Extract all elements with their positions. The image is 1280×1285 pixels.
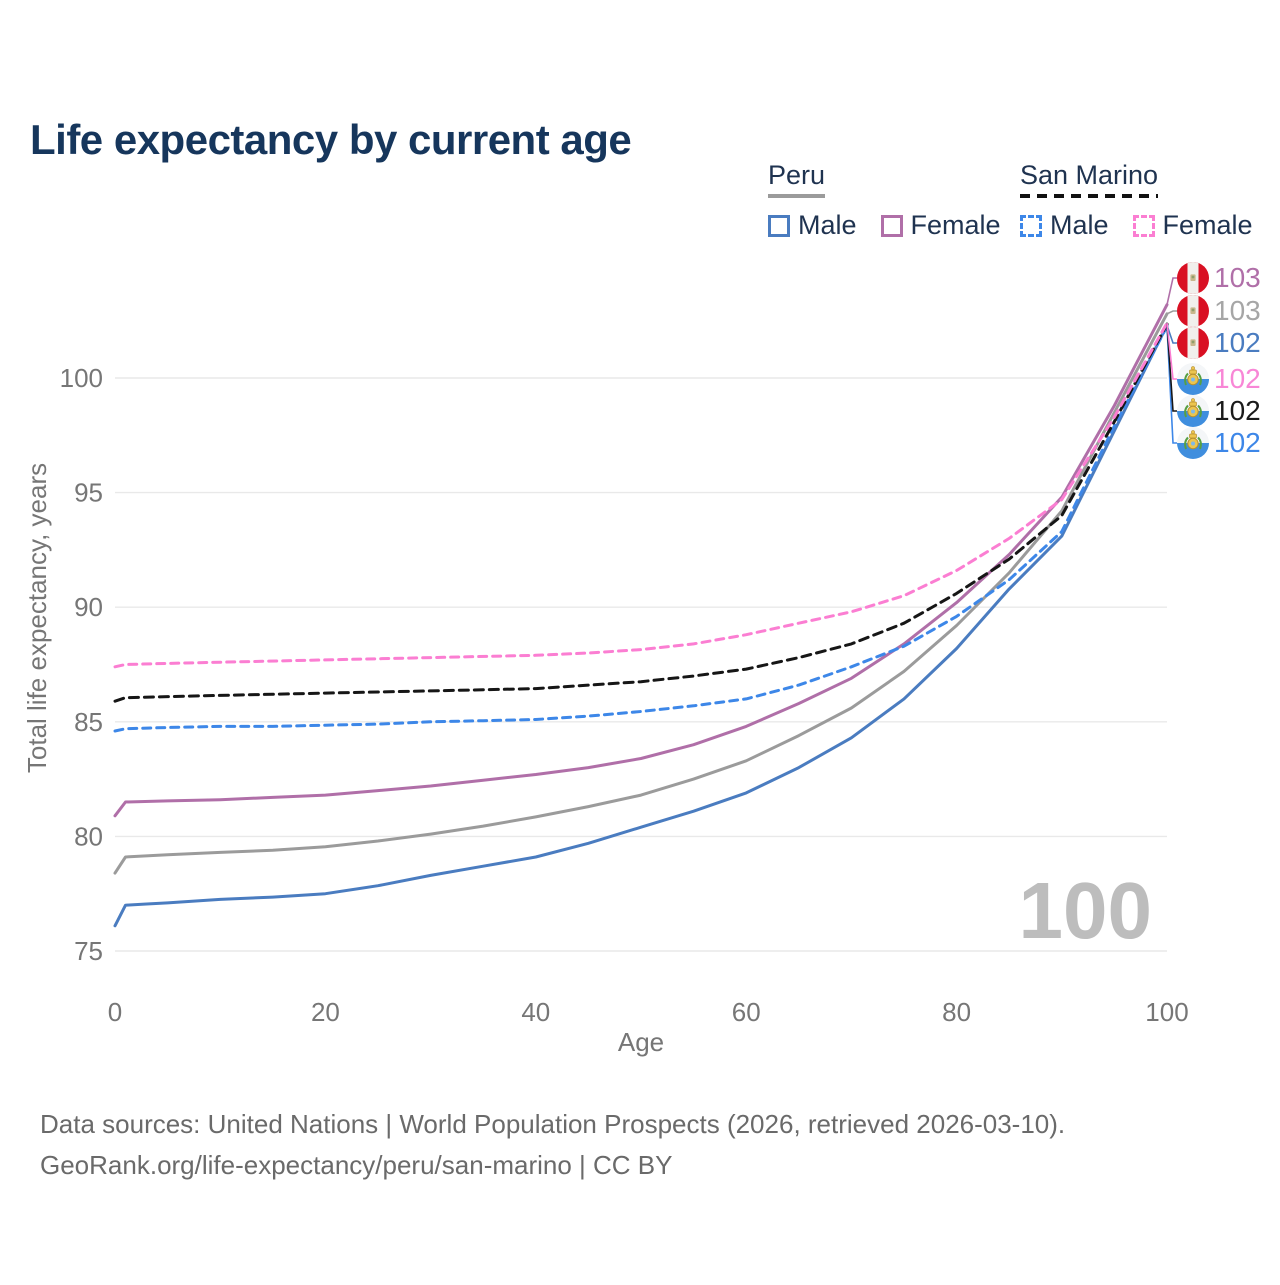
- flag-icon-san-marino[interactable]: [1177, 395, 1209, 427]
- series-line-san-marino-female[interactable]: [113, 321, 1169, 669]
- end-value-label-san-marino-total[interactable]: 102: [1214, 395, 1261, 426]
- series-line-peru-total[interactable]: [113, 312, 1169, 875]
- y-tick-label: 75: [74, 936, 103, 966]
- legend-item-peru-male[interactable]: Male: [768, 210, 857, 241]
- flag-icon-san-marino[interactable]: [1177, 363, 1209, 395]
- flag-emblem: [1191, 340, 1195, 344]
- x-tick-label: 20: [311, 997, 340, 1027]
- x-tick-label: 40: [521, 997, 550, 1027]
- series-line-san-marino-male[interactable]: [113, 324, 1169, 733]
- leader-line-san-marino-female: [1166, 322, 1177, 380]
- flag-emblem-wreath: [1184, 436, 1189, 450]
- data-sources-line: Data sources: United Nations | World Pop…: [40, 1109, 1066, 1139]
- legend-item-san-marino-male[interactable]: Male: [1020, 210, 1109, 241]
- x-axis-title: Age: [618, 1027, 664, 1057]
- legend-swatch-peru-male: [768, 214, 790, 237]
- legend-country-san-marino[interactable]: San Marino: [1020, 160, 1159, 198]
- y-tick-label: 100: [60, 363, 103, 393]
- flag-icon-san-marino[interactable]: [1177, 427, 1209, 459]
- end-value-label-peru-male[interactable]: 102: [1214, 327, 1261, 358]
- flag-emblem-center: [1191, 441, 1195, 446]
- flag-emblem-crown: [1189, 401, 1197, 407]
- legend-swatch-peru-female: [880, 214, 903, 237]
- legend-country-label: Peru: [768, 160, 826, 190]
- flag-emblem-center: [1191, 377, 1195, 382]
- flag-emblem-wreath: [1197, 372, 1202, 386]
- flag-emblem-plume: [1191, 430, 1195, 435]
- flag-emblem-wreath: [1197, 404, 1202, 418]
- legend-item-label: Female: [1162, 210, 1253, 240]
- attribution-line: GeoRank.org/life-expectancy/peru/san-mar…: [40, 1150, 673, 1180]
- legend-items-san-marino: Male Female: [1020, 210, 1277, 241]
- leader-line-san-marino-male: [1166, 326, 1177, 444]
- x-tick-label: 60: [732, 997, 761, 1027]
- legend-item-label: Male: [798, 210, 857, 240]
- flag-emblem-crown: [1189, 369, 1197, 375]
- legend-item-peru-female[interactable]: Female: [880, 210, 1001, 241]
- leader-line-san-marino-total: [1166, 324, 1177, 412]
- y-tick-label: 95: [74, 478, 103, 508]
- leader-line-peru-total: [1166, 310, 1177, 315]
- series-line-peru-male[interactable]: [113, 323, 1169, 928]
- flag-icon-peru[interactable]: [1177, 295, 1209, 327]
- chart-footer: Data sources: United Nations | World Pop…: [40, 1104, 1065, 1186]
- y-tick-label: 80: [74, 821, 103, 851]
- flag-icon-peru[interactable]: [1177, 327, 1209, 359]
- x-tick-label: 100: [1145, 997, 1188, 1027]
- legend-country-label: San Marino: [1020, 160, 1159, 190]
- end-value-label-peru-female[interactable]: 103: [1214, 262, 1261, 293]
- legend-items-peru: Male Female: [768, 210, 1025, 241]
- end-value-label-san-marino-female[interactable]: 102: [1214, 363, 1261, 394]
- flag-emblem: [1191, 308, 1195, 312]
- legend-swatch-san-marino-female: [1132, 214, 1155, 237]
- legend-group-san-marino: San Marino Male Female: [1020, 160, 1277, 241]
- y-tick-label: 85: [74, 707, 103, 737]
- leader-line-peru-female: [1166, 277, 1177, 305]
- legend-item-label: Female: [910, 210, 1001, 240]
- leader-line-peru-male: [1166, 325, 1177, 344]
- legend-country-peru[interactable]: Peru: [768, 160, 826, 198]
- flag-emblem-wreath: [1184, 372, 1189, 386]
- legend-item-label: Male: [1050, 210, 1109, 240]
- legend-swatch-san-marino-male: [1020, 214, 1042, 237]
- flag-emblem-wreath: [1197, 436, 1202, 450]
- flag-icon-peru[interactable]: [1177, 262, 1209, 294]
- legend-underline-solid: [768, 194, 826, 198]
- page-title: Life expectancy by current age: [30, 116, 632, 164]
- end-value-label-san-marino-male[interactable]: 102: [1214, 427, 1261, 458]
- flag-emblem-plume: [1191, 398, 1195, 403]
- flag-emblem-plume: [1191, 366, 1195, 371]
- x-tick-label: 80: [942, 997, 971, 1027]
- end-value-label-peru-total[interactable]: 103: [1214, 295, 1261, 326]
- x-tick-label: 0: [108, 997, 122, 1027]
- y-axis-title: Total life expectancy, years: [22, 463, 52, 773]
- legend-underline-dashed: [1020, 194, 1159, 198]
- flag-emblem-wreath: [1184, 404, 1189, 418]
- age-watermark: 100: [1019, 866, 1152, 955]
- series-line-san-marino-total[interactable]: [113, 322, 1169, 703]
- series-line-peru-female[interactable]: [113, 303, 1169, 818]
- legend-group-peru: Peru Male Female: [768, 160, 1025, 241]
- y-tick-label: 90: [74, 592, 103, 622]
- legend-item-san-marino-female[interactable]: Female: [1132, 210, 1253, 241]
- flag-emblem-crown: [1189, 433, 1197, 439]
- flag-emblem: [1191, 275, 1195, 279]
- flag-emblem-center: [1191, 409, 1195, 414]
